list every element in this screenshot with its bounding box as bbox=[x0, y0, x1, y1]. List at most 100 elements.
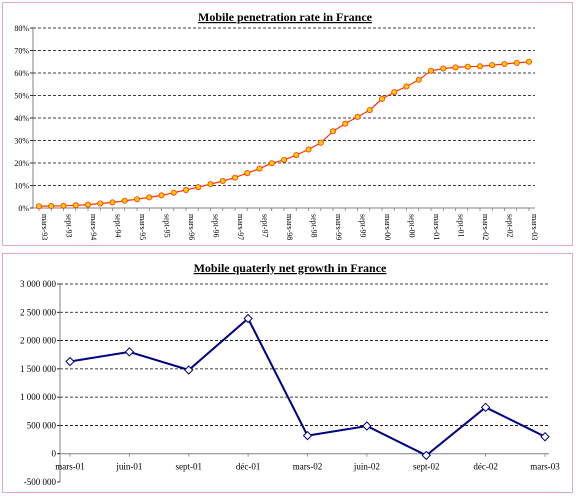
data-point bbox=[280, 156, 287, 163]
y-tick-label: 0 bbox=[52, 449, 57, 459]
x-tick-label: mars-01 bbox=[432, 214, 441, 240]
data-point bbox=[133, 196, 140, 203]
data-point bbox=[354, 113, 361, 120]
y-tick-label: 60% bbox=[14, 69, 29, 78]
data-point bbox=[403, 83, 410, 90]
y-tick-label: 40% bbox=[14, 114, 29, 123]
data-point bbox=[415, 76, 422, 83]
chart-title: Mobile penetration rate in France bbox=[198, 10, 373, 24]
x-tick-label: mars-03 bbox=[530, 214, 539, 240]
data-point bbox=[121, 197, 128, 204]
x-tick-label: mars-00 bbox=[383, 214, 392, 240]
data-point bbox=[231, 174, 238, 181]
data-point bbox=[489, 62, 496, 69]
y-tick-label: 50% bbox=[14, 92, 29, 101]
y-tick-label: 0% bbox=[18, 204, 29, 213]
data-point bbox=[48, 202, 55, 209]
data-point bbox=[97, 200, 104, 207]
y-tick-label: 10% bbox=[14, 182, 29, 191]
x-tick-label: sept-01 bbox=[176, 462, 203, 472]
data-point bbox=[207, 181, 214, 188]
data-point bbox=[60, 202, 67, 209]
data-point bbox=[427, 67, 434, 74]
data-point bbox=[124, 347, 135, 357]
data-point bbox=[480, 402, 491, 413]
x-tick-label: mars-98 bbox=[285, 214, 294, 240]
data-point bbox=[256, 165, 263, 172]
data-point bbox=[72, 202, 79, 209]
y-tick-label: 2 000 000 bbox=[20, 336, 57, 346]
y-tick-label: -500 000 bbox=[24, 477, 57, 487]
data-point bbox=[317, 139, 324, 146]
data-point bbox=[513, 59, 520, 66]
data-point bbox=[158, 192, 165, 199]
data-point bbox=[391, 89, 398, 96]
x-tick-label: mars-95 bbox=[138, 214, 147, 240]
data-point bbox=[85, 201, 92, 208]
y-tick-label: 30% bbox=[14, 137, 29, 146]
y-tick-label: 500 000 bbox=[27, 420, 57, 430]
x-tick-label: sept-96 bbox=[212, 214, 221, 238]
x-tick-label: sept-97 bbox=[261, 214, 270, 238]
x-tick-label: mars-96 bbox=[187, 214, 196, 240]
x-tick-label: mars-97 bbox=[236, 214, 245, 240]
y-tick-label: 1 000 000 bbox=[20, 392, 57, 402]
x-tick-label: juin-01 bbox=[115, 462, 142, 472]
x-tick-label: sept-95 bbox=[163, 214, 172, 238]
data-point bbox=[182, 186, 189, 193]
y-tick-label: 70% bbox=[14, 47, 29, 56]
series-line bbox=[38, 61, 530, 207]
data-point bbox=[362, 421, 372, 431]
y-tick-label: 2 500 000 bbox=[20, 307, 57, 317]
penetration-chart: Mobile penetration rate in France 0% 10% 2… bbox=[14, 10, 539, 240]
data-point bbox=[501, 61, 508, 68]
x-tick-label: mars-02 bbox=[481, 214, 490, 240]
chart-title: Mobile quaterly net growth in France bbox=[194, 261, 387, 275]
data-point bbox=[109, 199, 116, 206]
data-point bbox=[195, 184, 202, 191]
data-point bbox=[244, 170, 251, 177]
data-point bbox=[342, 120, 349, 127]
y-tick-label: 20% bbox=[14, 159, 29, 168]
x-tick-label: déc-01 bbox=[236, 462, 261, 472]
x-tick-label: sept-99 bbox=[359, 214, 368, 238]
penetration-chart-panel: Mobile penetration rate in France 0% 10% 2… bbox=[2, 2, 573, 246]
x-tick-label: sept-98 bbox=[310, 214, 319, 238]
data-point bbox=[366, 107, 373, 114]
x-tick-label: sept-00 bbox=[408, 214, 417, 238]
x-tick-label: juin-02 bbox=[353, 462, 380, 472]
data-point bbox=[452, 64, 459, 71]
net-growth-chart: Mobile quaterly net growth in France -50… bbox=[20, 261, 560, 487]
data-point bbox=[219, 177, 226, 184]
x-tick-label: sept-02 bbox=[413, 462, 440, 472]
x-tick-label: mars-99 bbox=[334, 214, 343, 240]
data-point bbox=[421, 450, 431, 461]
data-point bbox=[243, 313, 253, 324]
data-point bbox=[268, 160, 275, 167]
y-tick-label: 3 000 000 bbox=[20, 279, 57, 289]
data-point bbox=[526, 58, 533, 65]
x-tick-label: mars-02 bbox=[293, 462, 323, 472]
data-point bbox=[146, 194, 153, 201]
x-tick-label: sept-02 bbox=[506, 214, 515, 238]
x-tick-label: mars-94 bbox=[89, 214, 98, 240]
data-point bbox=[293, 152, 300, 159]
y-tick-label: 1 500 000 bbox=[20, 364, 57, 374]
net-growth-chart-panel: Mobile quaterly net growth in France -50… bbox=[2, 253, 573, 493]
data-point bbox=[302, 430, 313, 441]
data-point bbox=[36, 203, 43, 210]
data-point bbox=[329, 128, 336, 135]
x-tick-label: mars-93 bbox=[40, 214, 49, 240]
x-tick-label: sept-01 bbox=[457, 214, 466, 238]
x-tick-label: sept-94 bbox=[114, 214, 123, 238]
data-point bbox=[305, 146, 312, 153]
data-point bbox=[440, 65, 447, 72]
data-point bbox=[378, 95, 385, 102]
data-point bbox=[65, 356, 75, 367]
data-point bbox=[464, 63, 471, 70]
data-point bbox=[184, 365, 194, 375]
data-point bbox=[476, 63, 483, 70]
data-point bbox=[540, 432, 550, 442]
x-tick-label: mars-01 bbox=[55, 462, 85, 472]
x-tick-label: sept-93 bbox=[65, 214, 74, 238]
